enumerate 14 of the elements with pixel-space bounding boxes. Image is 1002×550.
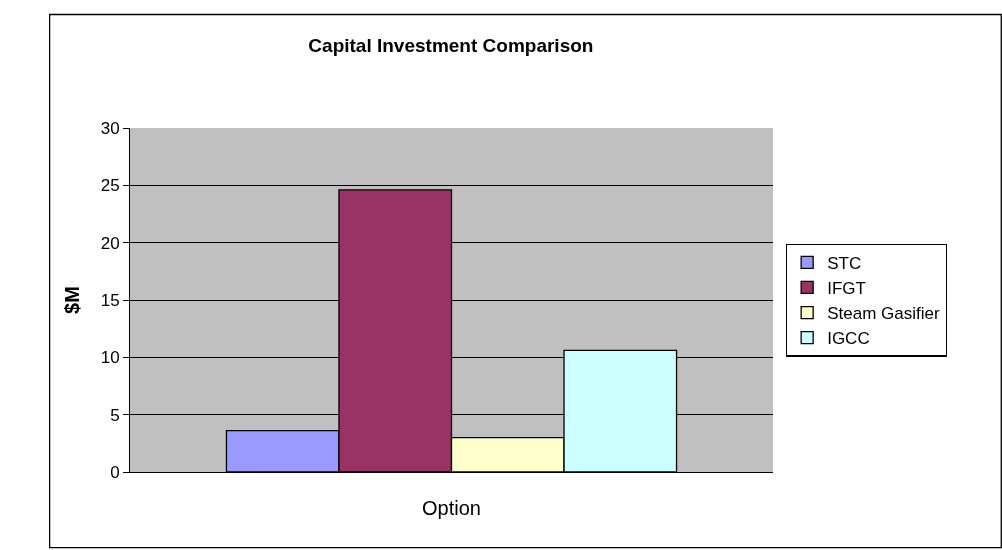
y-tick-label: 5 (110, 405, 120, 425)
legend-label: Steam Gasifier (827, 304, 940, 324)
legend-label: IGCC (827, 329, 870, 349)
chart-title: Capital Investment Comparison (308, 34, 594, 56)
y-tick-label: 10 (100, 348, 120, 368)
y-axis-title: $M (61, 286, 84, 314)
x-axis-title: Option (422, 496, 481, 519)
legend-label: STC (827, 253, 862, 273)
y-tick-label: 20 (100, 233, 120, 253)
y-tick-label: 0 (110, 462, 120, 482)
legend-label: IFGT (827, 279, 866, 299)
y-tick-label: 30 (100, 118, 120, 138)
y-tick-label: 15 (100, 290, 120, 310)
y-tick-label: 25 (100, 176, 120, 196)
